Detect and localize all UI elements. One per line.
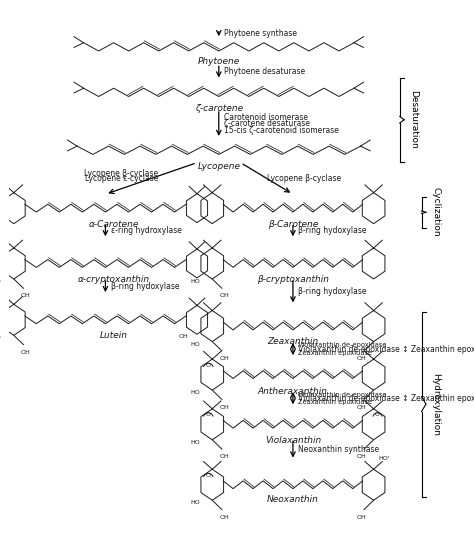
Text: Phytoene: Phytoene [198,57,240,66]
Text: OH: OH [357,515,367,520]
Text: Violaxanthin de-epoxidase: Violaxanthin de-epoxidase [298,342,387,349]
Text: HO: HO [190,342,200,346]
Text: β-ring hydoxylase: β-ring hydoxylase [298,287,367,296]
Text: β-Carotene: β-Carotene [268,220,318,229]
Text: Lutein: Lutein [100,331,128,340]
Text: Cyclization: Cyclization [431,188,440,237]
Text: O: O [375,413,380,417]
Text: Zeaxanthin epoxidase: Zeaxanthin epoxidase [298,350,372,356]
Text: OH: OH [219,454,229,459]
Text: β-cryptoxanthin: β-cryptoxanthin [257,276,329,285]
Text: O: O [206,363,211,368]
Text: HO: HO [0,279,1,284]
Text: Violaxanthin de-epoxidase ↕ Zeaxanthin epoxidase: Violaxanthin de-epoxidase ↕ Zeaxanthin e… [298,394,474,402]
Text: O: O [206,413,211,417]
Text: OH: OH [219,515,229,520]
Text: OH: OH [178,334,188,338]
Text: Carotenoid isomerase: Carotenoid isomerase [224,113,308,122]
Text: OH: OH [357,405,367,410]
Text: Lycopene: Lycopene [197,161,240,171]
Text: HO: HO [0,335,1,341]
Text: HO': HO' [379,456,390,461]
Text: Hydroxylation: Hydroxylation [431,373,440,435]
Text: 15-cis ζ-carotenoid isomerase: 15-cis ζ-carotenoid isomerase [224,126,339,135]
Text: OH: OH [219,356,229,361]
Text: HO: HO [190,440,200,445]
Text: OH: OH [219,405,229,410]
Text: Violaxanthin de-epoxidase ↕ Zeaxanthin epoxidase: Violaxanthin de-epoxidase ↕ Zeaxanthin e… [298,344,474,353]
Text: α-cryptoxanthin: α-cryptoxanthin [78,276,150,285]
Text: Violaxanthin de-epoxidase: Violaxanthin de-epoxidase [298,392,387,398]
Text: Neoxanthin: Neoxanthin [267,495,319,504]
Text: Violaxanthin: Violaxanthin [265,435,321,445]
Text: HO: HO [190,500,200,505]
Text: Desaturation: Desaturation [410,91,419,149]
Text: ζ-carotene desaturase: ζ-carotene desaturase [224,119,310,128]
Text: O: O [206,473,211,478]
Text: β-ring hydoxylase: β-ring hydoxylase [298,227,367,236]
Text: Zeaxanthin epoxidase: Zeaxanthin epoxidase [298,399,372,405]
Text: Antheraxanthin: Antheraxanthin [258,386,328,395]
Text: Phytoene desaturase: Phytoene desaturase [224,68,305,76]
Text: HO: HO [190,279,200,284]
Text: Neoxanthin synthase: Neoxanthin synthase [298,445,379,454]
Text: Lycopene ε-cyclase: Lycopene ε-cyclase [85,174,158,183]
Text: OH: OH [21,350,30,355]
Text: Zeaxanthin: Zeaxanthin [267,337,319,346]
Text: Lycopene β-cyclase: Lycopene β-cyclase [84,168,158,177]
Text: OH: OH [357,356,367,361]
Text: HO: HO [190,390,200,395]
Text: Lycopene β-cyclase: Lycopene β-cyclase [267,174,341,183]
Text: ζ-carotene: ζ-carotene [195,104,243,112]
Text: OH: OH [21,294,30,298]
Text: α-Carotene: α-Carotene [89,220,139,229]
Text: ε-ring hydroxylase: ε-ring hydroxylase [110,227,182,236]
Text: OH: OH [219,294,229,298]
Text: Phytoene synthase: Phytoene synthase [224,29,297,38]
Text: OH: OH [357,454,367,459]
Text: β-ring hydoxylase: β-ring hydoxylase [110,282,179,291]
